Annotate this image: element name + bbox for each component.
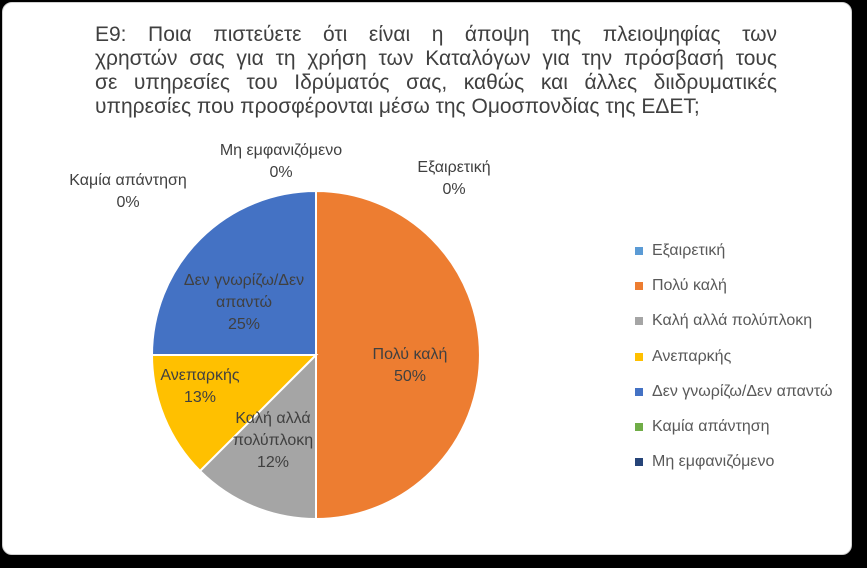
legend-label: Δεν γνωρίζω/Δεν απαντώ [652, 382, 833, 400]
chart-title-line: Ε9: Ποια πιστεύετε ότι είναι η άποψη της… [95, 23, 777, 46]
pie-chart: Εξαιρετική 0% Πολύ καλή 50% Καλή αλλά πολύπλο… [69, 142, 491, 521]
legend-swatch [635, 282, 643, 291]
legend-swatch [635, 458, 643, 467]
data-label: Μη εμφανιζόμενο 0% [220, 142, 342, 181]
legend-swatch [635, 387, 643, 396]
pie-slice [198, 352, 317, 521]
chart-title-line: χρηστών σας για τη χρήση των Καταλόγων γ… [95, 47, 777, 70]
chart-area: Ε9: Ποια πιστεύετε ότι είναι η άποψη της… [2, 2, 852, 555]
pie-slice [315, 189, 481, 521]
data-label: Ανεπαρκής 13% [160, 367, 240, 406]
chart-title-line: σε υπηρεσίες του Ιδρύματός σας, καθώς κα… [95, 71, 777, 94]
data-label: Καλή αλλά πολύπλοκη 12% [233, 410, 313, 471]
data-label: Πολύ καλή 50% [373, 346, 448, 385]
chart-title-line: υπηρεσίες που προσφέρονται μέσω της Ομοσ… [95, 95, 700, 118]
legend-swatch [635, 352, 643, 361]
pie-slice [150, 189, 317, 356]
legend-label: Καλή αλλά πολύπλοκη [652, 312, 813, 330]
data-label: Εξαιρετική 0% [417, 159, 490, 198]
legend-label: Καμία απάντηση [652, 417, 770, 435]
data-label: Δεν γνωρίζω/Δεν απαντώ 25% [184, 272, 304, 333]
legend-label: Εξαιρετική [652, 242, 726, 259]
legend-label: Πολύ καλή [652, 277, 727, 295]
legend-swatch [635, 247, 643, 255]
legend-swatch [635, 317, 643, 326]
legend-label: Ανεπαρκής [652, 347, 732, 365]
chart-title: Ε9: Ποια πιστεύετε ότι είναι η άποψη της… [95, 23, 777, 119]
legend-label: Μη εμφανιζόμενο [652, 453, 775, 471]
legend-swatch [635, 422, 643, 431]
data-label: Καμία απάντηση 0% [69, 172, 187, 211]
pie-slice [150, 354, 319, 473]
